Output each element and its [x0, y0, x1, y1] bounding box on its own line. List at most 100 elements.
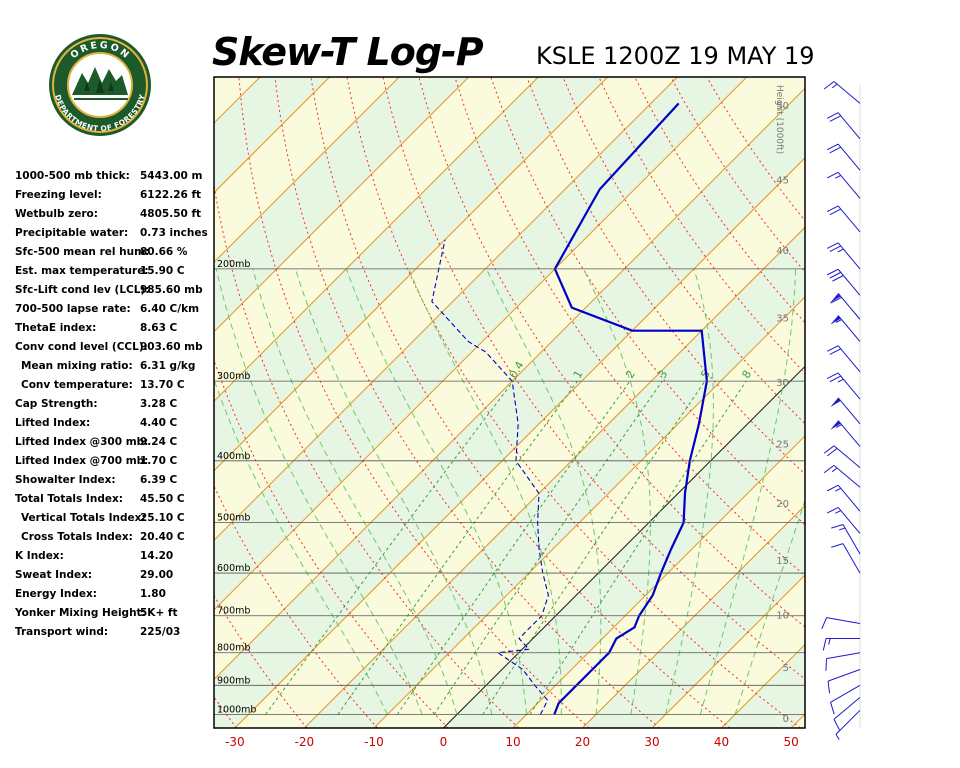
index-value: 903.60 mb: [140, 341, 203, 353]
isobar-label: 300mb: [217, 371, 250, 382]
index-row: Freezing level: 6122.26 ft: [15, 187, 215, 206]
height-tick-label: 20: [776, 499, 789, 510]
wind-barb-full: [826, 268, 839, 276]
index-row: Lifted Index @300 mb: 9.24 C: [15, 434, 215, 453]
wind-barb-full: [823, 445, 835, 454]
index-row: Vertical Totals Index: 25.10 C: [15, 510, 215, 529]
height-tick-label: 45: [776, 176, 789, 187]
mixing-ratio-line: [529, 380, 747, 715]
wind-barb-staff: [837, 315, 861, 342]
wind-barb: [826, 268, 861, 296]
index-value: 6.31 g/kg: [140, 360, 196, 372]
wind-barb-flag: [830, 420, 841, 430]
moist-adiabat: [699, 268, 797, 715]
isotherm-line: [214, 77, 539, 402]
wind-barb: [827, 669, 861, 694]
index-value: 20.40 C: [140, 531, 185, 543]
wind-barb-full: [826, 345, 839, 352]
wind-barb-half: [835, 319, 842, 323]
mixing-ratio-line: [265, 380, 514, 715]
wind-barb: [833, 696, 861, 731]
index-value: 25.10 C: [140, 512, 185, 524]
wind-barb-full: [826, 143, 839, 151]
index-value: 4.40 C: [140, 417, 178, 429]
wind-barb-half: [837, 378, 844, 383]
wind-barb-full: [826, 372, 839, 380]
isotherm-line: [214, 87, 805, 681]
dewpoint-profile: [431, 239, 549, 715]
wind-barb: [830, 684, 861, 715]
wind-barb-staff: [837, 293, 861, 320]
wind-barb-staff: [833, 445, 861, 469]
dry-adiabat: [382, 77, 805, 680]
height-tick-label: 40: [776, 246, 789, 257]
index-value: 9.24 C: [140, 436, 178, 448]
wind-barb-full: [826, 171, 839, 179]
height-axis-label: Height (1000ft): [774, 85, 784, 154]
index-value: 225/03: [140, 626, 181, 638]
wind-barb-staff: [833, 81, 861, 104]
wind-barb-staff: [837, 372, 861, 400]
isotherm-line: [443, 365, 805, 728]
index-row: Est. max temperature: 15.90 C: [15, 263, 215, 282]
isobar-label: 200mb: [217, 259, 250, 270]
index-label: Vertical Totals Index:: [21, 512, 146, 524]
wind-barb: [826, 171, 861, 199]
wind-barb: [826, 205, 861, 233]
index-label: Sweat Index:: [15, 569, 93, 581]
index-value: 13.70 C: [140, 379, 185, 391]
wind-barb-staff: [833, 464, 861, 488]
wind-barb-staff: [837, 112, 861, 140]
wind-barb-staff: [837, 171, 861, 199]
index-row: Mean mixing ratio: 6.31 g/kg: [15, 358, 215, 377]
wind-barb: [825, 652, 861, 671]
index-label: Cap Strength:: [15, 398, 98, 410]
temperature-tick-label: 10: [505, 735, 520, 749]
index-label: K Index:: [15, 550, 64, 562]
index-row: 700-500 lapse rate: 6.40 C/km: [15, 301, 215, 320]
wind-barb-full: [822, 638, 827, 651]
wind-barb-full: [826, 484, 839, 492]
index-label: Lifted Index:: [15, 417, 91, 429]
index-value: 1.80: [140, 588, 166, 600]
height-tick-label: 25: [776, 440, 789, 451]
wind-barb-half: [828, 638, 831, 645]
wind-barb-staff: [837, 420, 861, 447]
oregon-forestry-logo: OREGON DEPARTMENT OF FORESTRY: [49, 34, 151, 136]
index-label: ThetaE index:: [15, 322, 97, 334]
wind-barb: [826, 242, 861, 270]
dry-adiabat: [214, 182, 519, 728]
wind-barb-full: [826, 242, 839, 249]
wind-barb: [830, 420, 861, 447]
wind-barb-half: [831, 83, 838, 89]
index-label: Cross Totals Index:: [21, 531, 133, 543]
index-row: K Index: 14.20: [15, 548, 215, 567]
wind-barb: [826, 143, 861, 171]
index-label: Lifted Index @300 mb:: [15, 436, 149, 448]
wind-barb-staff: [837, 484, 861, 512]
index-value: 1.70 C: [140, 455, 178, 467]
plot-area: 0.4 1 2 3 5 8: [214, 77, 805, 728]
index-value: 14.20: [140, 550, 174, 562]
index-label: 1000-500 mb thick:: [15, 170, 130, 182]
dry-adiabat: [274, 77, 660, 728]
height-tick-label: 0: [783, 714, 789, 725]
temperature-band: [214, 88, 805, 728]
wind-barb-staff: [826, 652, 861, 660]
wind-barb-flag: [830, 293, 841, 303]
index-row: 1000-500 mb thick: 5443.00 m: [15, 168, 215, 187]
wind-barb-half: [835, 510, 841, 514]
wind-barb-half: [835, 174, 841, 179]
wind-barb-staff: [837, 268, 861, 296]
index-value: 15.90 C: [140, 265, 185, 277]
temperature-tick-label: -30: [225, 735, 245, 749]
wind-barb-full: [829, 375, 841, 383]
isotherm-line: [214, 77, 400, 263]
wind-barb: [831, 543, 861, 574]
index-value: 0.73 inches: [140, 227, 208, 239]
isobar-label: 700mb: [217, 606, 250, 617]
plot-frame: [213, 76, 806, 729]
isotherm-line: [214, 77, 678, 541]
dry-adiabat: [238, 77, 590, 728]
